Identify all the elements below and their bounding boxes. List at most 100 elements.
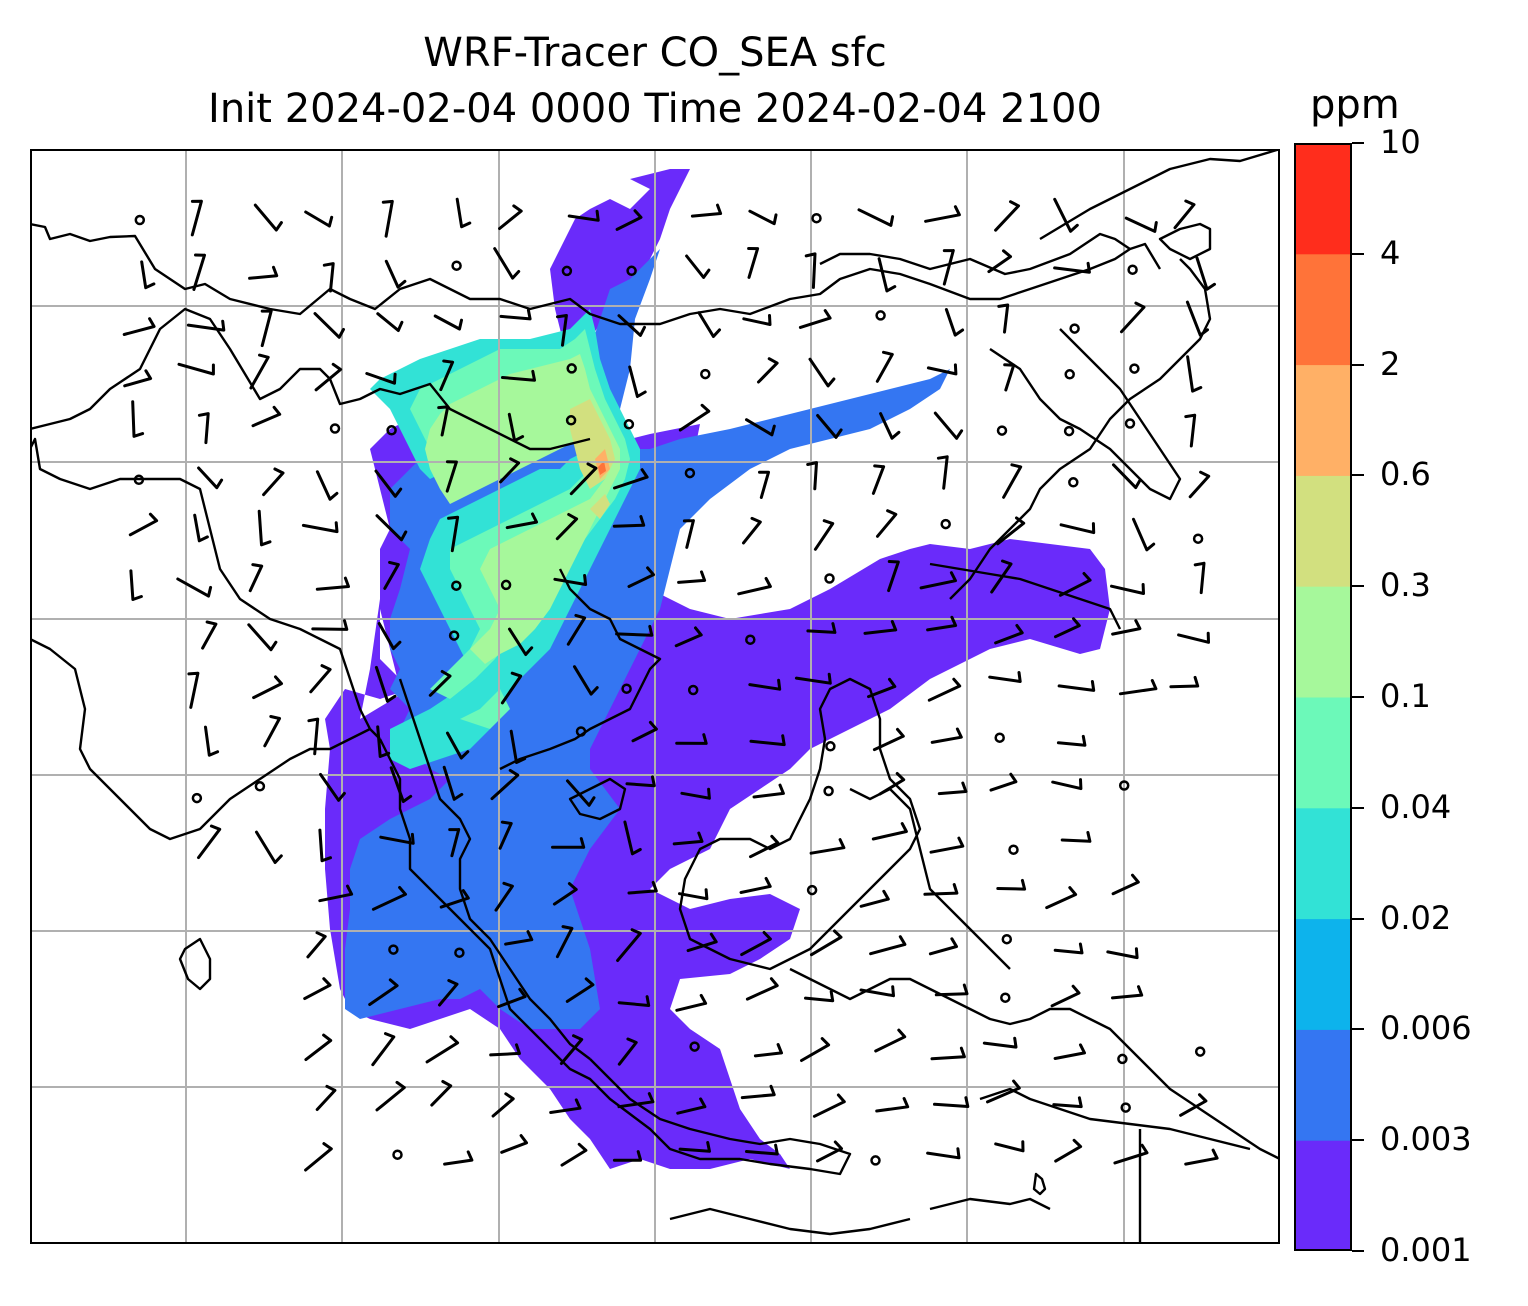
wind-barb	[878, 772, 906, 796]
calm-marker	[1008, 844, 1019, 855]
wind-barb	[919, 571, 957, 590]
wind-barb	[623, 820, 642, 856]
wind-barb	[697, 311, 721, 338]
wind-barb	[876, 509, 898, 538]
wind-barb	[927, 677, 962, 702]
wind-barb	[442, 765, 464, 801]
wind-barb	[371, 1032, 396, 1067]
wind-barb	[559, 1034, 584, 1065]
colorbar-tick-label: 2	[1380, 344, 1401, 383]
wind-barb	[494, 881, 514, 912]
wind-barb	[627, 566, 655, 588]
wind-barb	[804, 990, 835, 1003]
calm-marker	[254, 781, 266, 792]
chart-title-line2: Init 2024-02-04 0000 Time 2024-02-04 210…	[208, 86, 1102, 132]
wind-barb	[507, 412, 525, 443]
wind-barb	[319, 772, 346, 802]
calm-marker	[745, 634, 756, 645]
calm-marker	[1120, 1102, 1131, 1113]
wind-barb	[383, 560, 400, 590]
wind-barb	[260, 309, 273, 348]
wind-barb	[745, 418, 776, 437]
wind-barb	[262, 467, 285, 497]
wind-barb	[375, 1080, 406, 1112]
wind-barb	[1195, 256, 1216, 291]
wind-barb	[813, 519, 835, 551]
wind-barb	[676, 1097, 707, 1115]
wind-barb	[439, 359, 455, 392]
wind-barb	[248, 265, 279, 280]
wind-barb	[389, 766, 413, 803]
wind-barb	[877, 257, 897, 293]
wind-barb	[314, 362, 343, 392]
wind-barb	[177, 362, 215, 376]
chart-title-line1: WRF-Tracer CO_SEA sfc	[423, 30, 887, 76]
wind-barb	[371, 886, 407, 911]
wind-barb	[122, 317, 156, 336]
wind-barb	[612, 515, 646, 528]
calm-marker	[1192, 533, 1204, 544]
wind-barb	[745, 977, 779, 1001]
wind-barb	[812, 1093, 846, 1118]
wind-barb	[745, 1143, 779, 1156]
wind-barb	[631, 720, 658, 743]
wind-barb	[628, 365, 647, 398]
wind-barb	[990, 559, 1013, 594]
wind-barb	[252, 675, 283, 700]
wind-barb	[737, 577, 772, 596]
wind-barb	[491, 1092, 515, 1118]
wind-barb	[1106, 947, 1139, 960]
calm-marker	[996, 425, 1008, 436]
calm-marker	[134, 214, 146, 226]
wind-barbs	[122, 197, 1219, 1172]
wind-barb	[1184, 1148, 1219, 1166]
wind-barb	[982, 1036, 1018, 1049]
wind-barb	[930, 727, 963, 744]
wind-barb	[1112, 463, 1142, 490]
wind-barb	[376, 725, 391, 758]
wind-barb	[1111, 985, 1144, 1000]
wind-barb	[1186, 355, 1203, 393]
wind-barb	[315, 470, 339, 501]
wind-barb	[128, 512, 159, 537]
wind-barb	[1002, 463, 1023, 499]
colorbar-tick	[1352, 917, 1364, 920]
wind-barb	[140, 260, 156, 290]
wind-barb	[204, 725, 220, 757]
wind-barb	[1052, 1096, 1083, 1109]
wind-barb	[447, 515, 460, 553]
calm-marker	[386, 425, 397, 436]
colorbar-tick-label: 0.02	[1380, 898, 1452, 937]
wind-barb	[1060, 831, 1092, 843]
wind-barb	[1056, 734, 1087, 747]
wind-barb	[1059, 522, 1096, 535]
colorbar-tick-label: 10	[1380, 123, 1421, 161]
wind-barb	[437, 405, 450, 437]
wind-barb	[806, 461, 818, 491]
wind-barb	[1169, 675, 1200, 689]
colorbar-tick-label: 0.6	[1380, 455, 1431, 494]
colorbar-segment	[1294, 253, 1352, 366]
wind-barb	[176, 577, 213, 598]
wind-barb	[986, 1079, 1021, 1104]
calm-marker	[940, 518, 951, 530]
calm-marker	[1127, 264, 1138, 275]
wind-barb	[794, 672, 832, 685]
wind-barb	[1057, 680, 1096, 692]
wind-barb	[875, 350, 894, 383]
wind-barb	[615, 624, 654, 637]
wind-barb	[193, 513, 209, 543]
wind-barb	[686, 932, 718, 953]
calm-marker	[1001, 933, 1013, 945]
wind-barb	[926, 363, 958, 376]
colorbar-segment	[1294, 697, 1352, 809]
colorbar-tick-label: 0.001	[1380, 1231, 1472, 1269]
wind-barb	[498, 204, 523, 230]
wind-barb	[257, 509, 272, 547]
calm-marker	[448, 630, 460, 641]
calm-marker	[1064, 369, 1075, 380]
wind-barb	[430, 1080, 453, 1107]
wind-barb	[490, 768, 520, 801]
wind-barb	[989, 772, 1018, 792]
wind-barb	[123, 369, 153, 388]
